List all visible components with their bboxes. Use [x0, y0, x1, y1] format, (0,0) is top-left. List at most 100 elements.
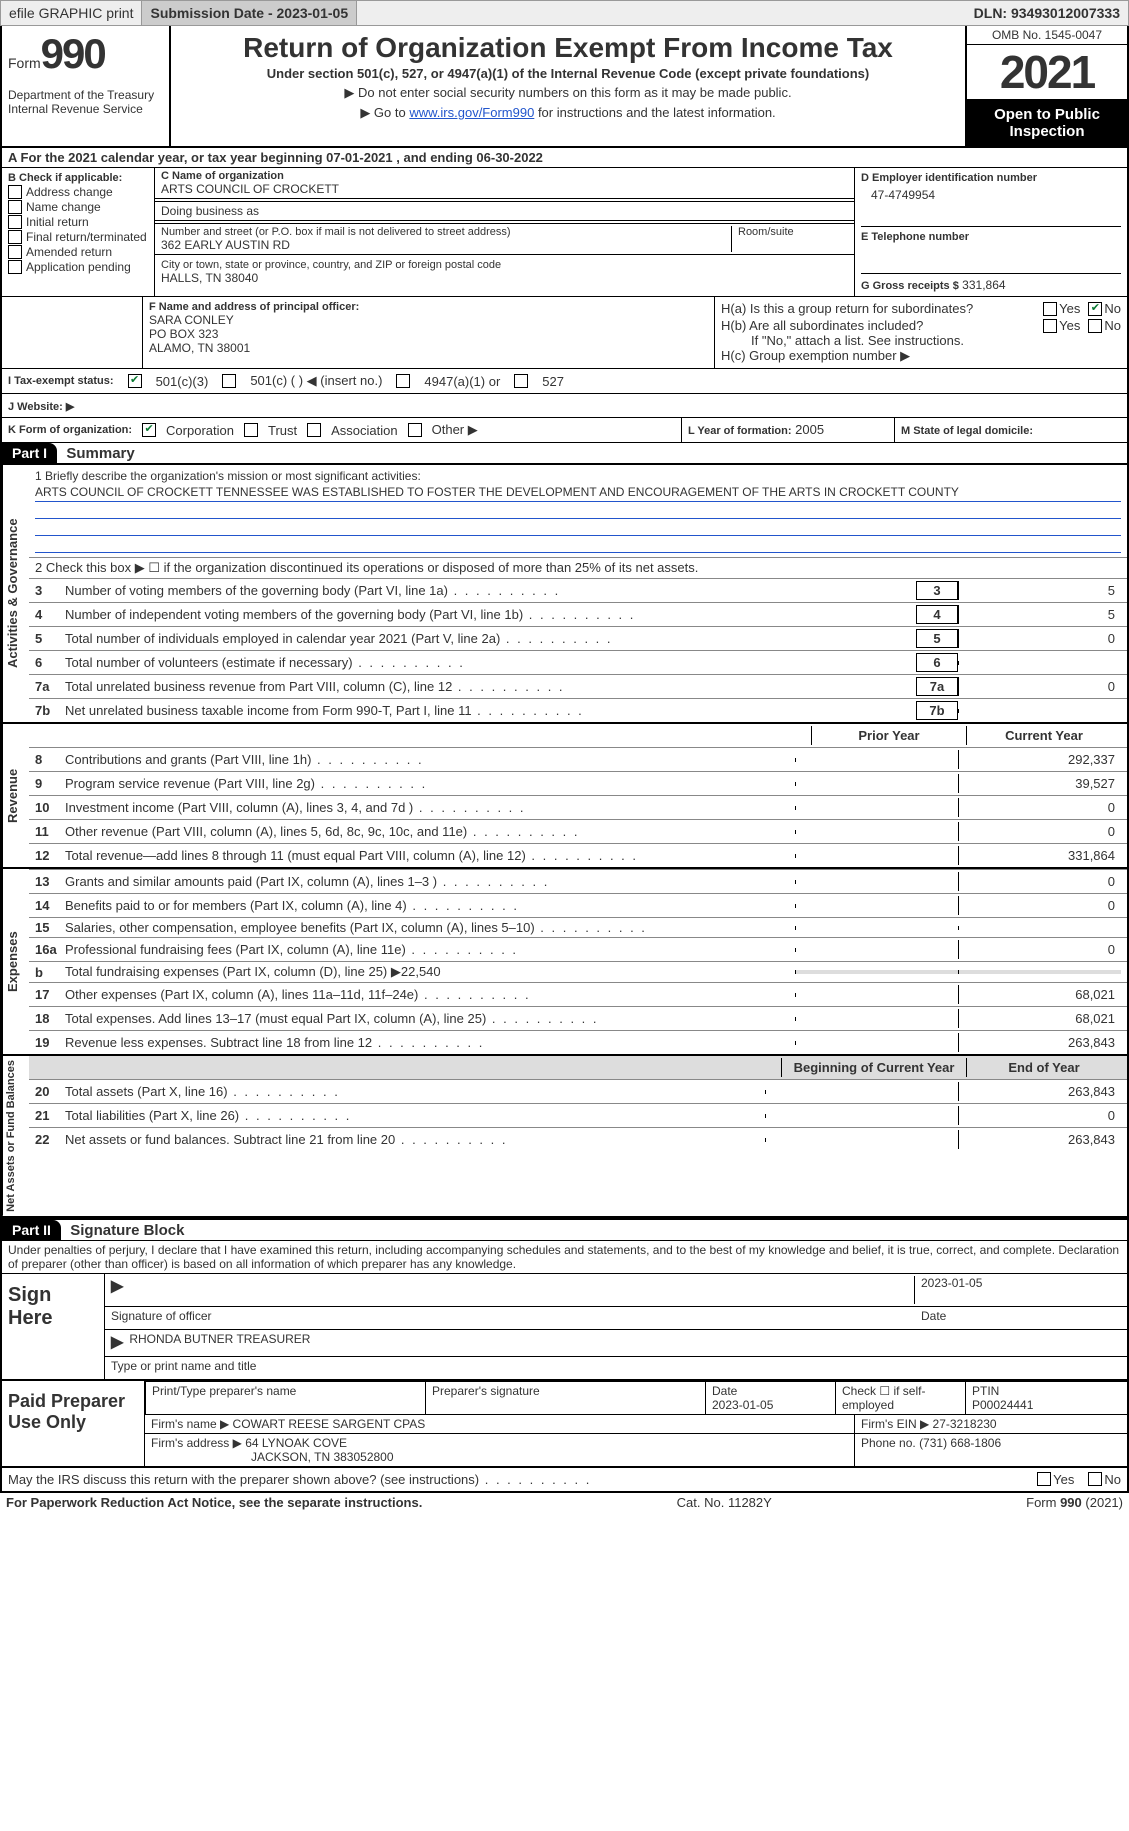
revenue-block: Revenue Prior Year Current Year 8Contrib…	[0, 724, 1129, 869]
vert-netassets: Net Assets or Fund Balances	[2, 1056, 29, 1216]
firm-phone: (731) 668-1806	[919, 1436, 1001, 1450]
part1-tab: Part I	[2, 443, 57, 463]
discuss-no[interactable]	[1088, 1472, 1102, 1486]
hb-yes[interactable]	[1043, 319, 1057, 333]
irs-link[interactable]: www.irs.gov/Form990	[409, 105, 534, 120]
website-row: J Website: ▶	[0, 394, 1129, 418]
line-22: 22Net assets or fund balances. Subtract …	[29, 1127, 1127, 1151]
part2-header: Part II Signature Block	[0, 1218, 1129, 1241]
line-10: 10Investment income (Part VIII, column (…	[29, 795, 1127, 819]
chk-4947[interactable]	[396, 374, 410, 388]
section-f: F Name and address of principal officer:…	[143, 297, 715, 368]
line-2: 2 Check this box ▶ ☐ if the organization…	[29, 557, 1127, 578]
dln: DLN: 93493012007333	[966, 1, 1128, 25]
chk-527[interactable]	[514, 374, 528, 388]
discuss-yes[interactable]	[1037, 1472, 1051, 1486]
form-num: 990	[41, 30, 105, 77]
k-l-m-row: K Form of organization: Corporation Trus…	[0, 418, 1129, 443]
chk-trust[interactable]	[244, 423, 258, 437]
tax-year: 2021	[967, 45, 1127, 100]
dba-label: Doing business as	[161, 204, 848, 218]
note2-prefix: ▶ Go to	[360, 105, 409, 120]
line-16a: 16aProfessional fundraising fees (Part I…	[29, 937, 1127, 961]
line-9: 9Program service revenue (Part VIII, lin…	[29, 771, 1127, 795]
website-label: J Website: ▶	[8, 401, 74, 413]
note2-suffix: for instructions and the latest informat…	[534, 105, 775, 120]
line-20: 20Total assets (Part X, line 16)263,843	[29, 1079, 1127, 1103]
chk-amended[interactable]: Amended return	[8, 245, 148, 259]
line-14: 14Benefits paid to or for members (Part …	[29, 893, 1127, 917]
prep-selfemp-cell[interactable]: Check ☐ if self-employed	[835, 1381, 965, 1414]
sign-block: Sign Here ▶ 2023-01-05 Signature of offi…	[0, 1274, 1129, 1381]
top-toolbar: efile GRAPHIC print Submission Date - 20…	[0, 0, 1129, 26]
ha-label: H(a) Is this a group return for subordin…	[721, 301, 1043, 316]
line-15: 15Salaries, other compensation, employee…	[29, 917, 1127, 937]
ha-yes[interactable]	[1043, 302, 1057, 316]
firm-addr-label: Firm's address ▶	[151, 1436, 242, 1450]
city-value: HALLS, TN 38040	[161, 271, 848, 285]
form-header: Form990 Department of the Treasury Inter…	[0, 26, 1129, 148]
note-ssn: ▶ Do not enter social security numbers o…	[177, 85, 959, 101]
chk-501c3[interactable]	[128, 374, 142, 388]
hb-no[interactable]	[1088, 319, 1102, 333]
end-year-hdr: End of Year	[966, 1058, 1121, 1077]
chk-assoc[interactable]	[307, 423, 321, 437]
officer-addr1: PO BOX 323	[149, 327, 708, 341]
efile-label: efile GRAPHIC print	[1, 1, 142, 25]
officer-name: SARA CONLEY	[149, 313, 708, 327]
prep-date-cell: Date2023-01-05	[705, 1381, 835, 1414]
chk-501c[interactable]	[222, 374, 236, 388]
officer-h-block: F Name and address of principal officer:…	[0, 296, 1129, 369]
firm-addr1: 64 LYNOAK COVE	[245, 1436, 347, 1450]
firm-addr2: JACKSON, TN 383052800	[151, 1450, 848, 1464]
firm-name: COWART REESE SARGENT CPAS	[233, 1417, 426, 1431]
gross-receipts-label: G Gross receipts $	[861, 280, 959, 292]
open-inspection: Open to Public Inspection	[967, 100, 1127, 146]
omb-number: OMB No. 1545-0047	[967, 26, 1127, 45]
form-number-box: Form990 Department of the Treasury Inter…	[2, 26, 171, 146]
line-7b: 7bNet unrelated business taxable income …	[29, 698, 1127, 722]
ein-label: D Employer identification number	[861, 172, 1121, 184]
chk-name-change[interactable]: Name change	[8, 200, 148, 214]
yearform-value: 2005	[795, 422, 824, 437]
section-b-label: B Check if applicable:	[8, 172, 148, 184]
officer-label: F Name and address of principal officer:	[149, 301, 708, 313]
section-h: H(a) Is this a group return for subordin…	[715, 297, 1127, 368]
room-label: Room/suite	[731, 226, 848, 252]
chk-other[interactable]	[408, 423, 422, 437]
discuss-question: May the IRS discuss this return with the…	[8, 1472, 1037, 1487]
note-link: ▶ Go to www.irs.gov/Form990 for instruct…	[177, 105, 959, 121]
prior-year-hdr: Prior Year	[811, 726, 966, 745]
sign-arrow-icon: ▶	[111, 1276, 123, 1304]
sig-officer-label: Signature of officer	[111, 1309, 915, 1327]
taxexempt-label: I Tax-exempt status:	[8, 375, 114, 387]
ha-no[interactable]	[1088, 302, 1102, 316]
city-label: City or town, state or province, country…	[161, 259, 848, 271]
footer-left: For Paperwork Reduction Act Notice, see …	[6, 1495, 422, 1510]
vert-governance: Activities & Governance	[2, 465, 29, 722]
line-17: 17Other expenses (Part IX, column (A), l…	[29, 982, 1127, 1006]
org-name-label: C Name of organization	[161, 170, 848, 182]
identity-block: B Check if applicable: Address change Na…	[0, 168, 1129, 296]
line-12: 12Total revenue—add lines 8 through 11 (…	[29, 843, 1127, 867]
governance-block: Activities & Governance 1 Briefly descri…	[0, 465, 1129, 724]
chk-initial-return[interactable]: Initial return	[8, 215, 148, 229]
line-4: 4Number of independent voting members of…	[29, 602, 1127, 626]
chk-corp[interactable]	[142, 423, 156, 437]
page-footer: For Paperwork Reduction Act Notice, see …	[0, 1492, 1129, 1512]
firm-ein: 27-3218230	[933, 1417, 997, 1431]
sign-date: 2023-01-05	[914, 1276, 1121, 1304]
preparer-block: Paid Preparer Use Only Print/Type prepar…	[0, 1381, 1129, 1468]
gross-receipts-value: 331,864	[962, 278, 1005, 292]
line-6: 6Total number of volunteers (estimate if…	[29, 650, 1127, 674]
expenses-block: Expenses 13Grants and similar amounts pa…	[0, 869, 1129, 1056]
line-13: 13Grants and similar amounts paid (Part …	[29, 869, 1127, 893]
section-d-e-g: D Employer identification number 47-4749…	[854, 168, 1127, 296]
firm-phone-label: Phone no.	[861, 1436, 916, 1450]
org-name: ARTS COUNCIL OF CROCKETT	[161, 182, 848, 196]
chk-final-return[interactable]: Final return/terminated	[8, 230, 148, 244]
chk-address-change[interactable]: Address change	[8, 185, 148, 199]
footer-right: Form 990 (2021)	[1026, 1495, 1123, 1510]
preparer-grid: Print/Type preparer's name Preparer's si…	[145, 1381, 1127, 1414]
chk-app-pending[interactable]: Application pending	[8, 260, 148, 274]
